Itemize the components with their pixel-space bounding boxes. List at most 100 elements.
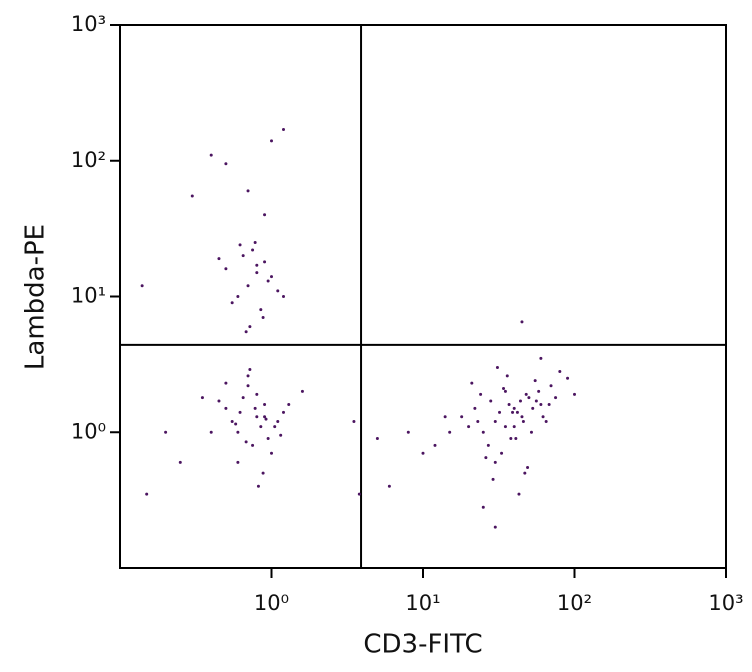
point <box>566 376 570 380</box>
point <box>281 295 285 298</box>
point <box>276 289 280 293</box>
point <box>264 417 268 421</box>
point <box>517 492 521 496</box>
point <box>406 430 410 434</box>
point <box>241 254 245 258</box>
point <box>224 381 228 385</box>
point <box>209 153 213 157</box>
point <box>352 420 356 424</box>
point <box>230 420 234 424</box>
point <box>547 403 551 407</box>
point <box>527 396 531 400</box>
point <box>270 451 273 455</box>
x-tick-label: 10¹ <box>405 591 440 615</box>
point <box>251 443 255 447</box>
point <box>253 240 257 244</box>
point <box>276 420 280 424</box>
point <box>481 505 485 509</box>
point <box>236 460 240 464</box>
point <box>266 436 270 440</box>
point <box>526 465 530 469</box>
point <box>255 271 259 275</box>
point <box>520 320 524 324</box>
point <box>514 436 518 440</box>
point <box>460 415 464 419</box>
y-tick-label: 10² <box>71 148 106 172</box>
point <box>263 260 267 264</box>
point <box>375 436 379 440</box>
point <box>518 399 522 403</box>
point <box>520 415 524 419</box>
point <box>507 403 511 407</box>
point <box>491 477 495 481</box>
point <box>236 295 240 298</box>
plot-frame <box>119 24 727 569</box>
point <box>443 415 447 419</box>
point <box>534 399 538 403</box>
point <box>246 284 250 288</box>
point <box>486 443 490 447</box>
point <box>505 374 509 378</box>
point <box>531 406 535 410</box>
point <box>234 422 238 426</box>
point <box>539 403 543 407</box>
point <box>241 396 245 400</box>
point <box>281 410 285 414</box>
point <box>433 443 437 447</box>
point <box>255 392 259 396</box>
point <box>300 389 304 393</box>
point <box>467 425 471 429</box>
point <box>279 433 283 437</box>
point <box>509 436 513 440</box>
point <box>476 420 480 424</box>
point <box>255 263 259 267</box>
point <box>489 399 493 403</box>
point <box>140 284 144 288</box>
point <box>484 456 488 460</box>
point <box>554 396 558 400</box>
point <box>573 392 576 396</box>
point <box>263 415 267 419</box>
point <box>523 471 527 475</box>
point <box>253 406 257 410</box>
point <box>448 430 452 434</box>
point <box>145 492 149 496</box>
x-tick-label: 10² <box>557 591 592 615</box>
point <box>481 430 485 434</box>
point <box>190 194 194 198</box>
point <box>502 387 506 391</box>
point <box>224 162 228 166</box>
point <box>287 403 291 407</box>
point <box>256 484 260 488</box>
point <box>357 492 361 496</box>
point <box>266 279 270 283</box>
point <box>209 430 213 434</box>
point <box>512 425 516 429</box>
point <box>524 392 528 396</box>
point <box>533 379 537 383</box>
point <box>244 440 248 444</box>
point <box>261 471 265 475</box>
point <box>248 367 252 371</box>
point <box>200 396 204 400</box>
point <box>537 389 541 393</box>
point <box>217 257 221 261</box>
point <box>238 243 242 247</box>
point <box>224 406 228 410</box>
point <box>244 330 248 334</box>
point <box>512 406 516 410</box>
point <box>259 308 263 312</box>
point <box>164 430 168 434</box>
point <box>498 410 502 414</box>
point <box>541 415 545 419</box>
point <box>529 430 533 434</box>
point <box>493 420 497 424</box>
point <box>246 189 250 193</box>
point <box>473 406 477 410</box>
point <box>493 525 497 529</box>
point <box>281 127 285 131</box>
x-tick-label: 10³ <box>708 591 743 615</box>
point <box>511 410 515 414</box>
point <box>246 384 250 388</box>
point <box>236 430 240 434</box>
